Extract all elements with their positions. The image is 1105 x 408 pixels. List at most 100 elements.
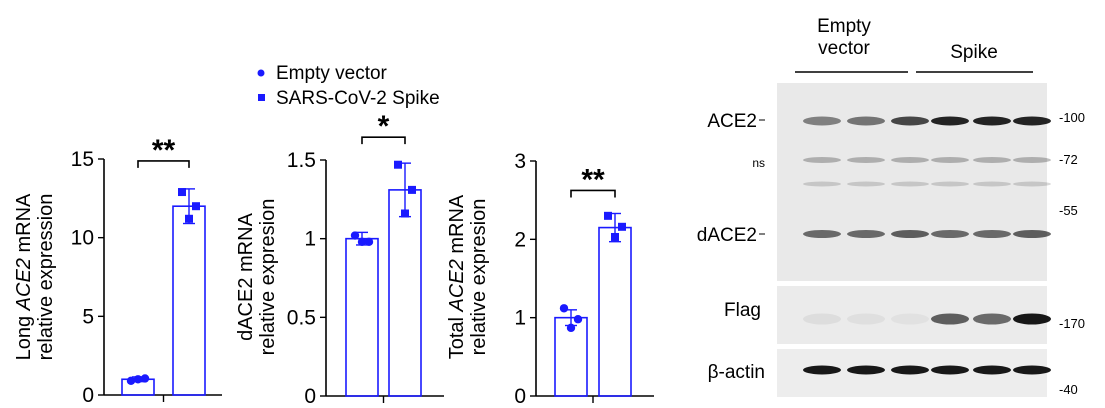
- data-point-square: [394, 160, 402, 169]
- band-ns: [931, 157, 969, 163]
- y-tick-label: 3: [514, 150, 526, 173]
- data-point-circle: [350, 231, 360, 240]
- band-ns: [1013, 157, 1051, 163]
- y-axis-label-part: Long: [13, 310, 35, 360]
- y-axis-label-line1: Total ACE2 mRNA: [446, 194, 468, 359]
- band-ace2: [973, 116, 1011, 126]
- band-label-ns: ns: [752, 156, 765, 170]
- band-actin: [973, 365, 1011, 375]
- significance-bracket: [137, 160, 190, 168]
- band-flag: [1013, 313, 1051, 325]
- data-point-square: [185, 214, 193, 223]
- y-axis-label-line2: relative expression: [35, 194, 57, 361]
- data-point-square: [408, 185, 416, 194]
- western-blot: Empty vector Spike ACE2 ns dACE2 Flag β-…: [697, 16, 1085, 397]
- y-axis-label-part: mRNA: [446, 194, 468, 259]
- data-point-circle: [133, 375, 143, 384]
- band-flag: [931, 313, 969, 325]
- y-axis-label-line2: relative expresion: [257, 199, 279, 356]
- significance-label: **: [152, 134, 176, 167]
- blot-group-label-empty-line1: Empty: [817, 16, 871, 37]
- blot-panel-ace2: [777, 83, 1047, 281]
- y-axis-label-part: Total: [446, 311, 468, 359]
- band-dace2: [931, 230, 969, 238]
- y-tick-label: 10: [71, 227, 94, 250]
- y-axis-label-italic: ACE2: [13, 258, 35, 311]
- band-ace2: [891, 116, 929, 126]
- band-actin: [803, 365, 841, 375]
- y-tick-label: 0.5: [287, 306, 316, 329]
- band-flag: [891, 313, 929, 325]
- band-ns: [803, 157, 841, 163]
- data-point-square: [192, 202, 200, 211]
- band-ns-lower: [803, 181, 841, 187]
- band-ns-lower: [847, 181, 885, 187]
- mw-marker-55: -55: [1059, 203, 1078, 218]
- band-ns-lower: [891, 181, 929, 187]
- data-point-circle: [559, 304, 569, 313]
- band-flag: [973, 313, 1011, 325]
- legend-label-spike: SARS-CoV-2 Spike: [276, 88, 440, 109]
- bar: [345, 237, 379, 397]
- band-ace2: [931, 116, 969, 126]
- band-dace2: [1013, 230, 1051, 238]
- data-point-square: [178, 188, 186, 197]
- mw-marker-40: -40: [1059, 382, 1078, 397]
- bar: [388, 189, 422, 397]
- y-tick-label: 2: [514, 228, 526, 251]
- legend-circle-marker: [257, 69, 265, 77]
- band-ns: [891, 157, 929, 163]
- legend-square-marker: [258, 94, 265, 101]
- significance-bracket: [570, 189, 616, 198]
- band-ns-lower: [973, 181, 1011, 187]
- mw-marker-72: -72: [1059, 152, 1078, 167]
- band-actin: [891, 365, 929, 375]
- bar: [172, 205, 206, 396]
- band-ace2: [847, 116, 885, 126]
- y-tick-label: 0: [514, 385, 526, 408]
- band-flag: [803, 313, 841, 325]
- band-ns: [973, 157, 1011, 163]
- y-tick-label: 1: [514, 307, 526, 330]
- y-tick-label: 0: [82, 384, 94, 407]
- y-axis-label-line2: relative expresion: [468, 199, 490, 356]
- data-point-circle: [126, 376, 136, 386]
- band-label-flag: Flag: [724, 300, 761, 321]
- band-ns-lower: [931, 181, 969, 187]
- band-ns: [847, 157, 885, 163]
- significance-bracket: [361, 136, 406, 145]
- chart-dace2: 0 0.5 1 1.5 * dACE2 mRNA relative expresion: [235, 110, 444, 408]
- band-actin: [931, 365, 969, 375]
- blot-group-label-empty-line2: vector: [818, 38, 870, 59]
- band-ace2: [1013, 116, 1051, 126]
- chart-total-ace2: 0 1 2 3 ** Total ACE2 mRNA relative expresion: [446, 150, 654, 408]
- y-axis-label-italic: ACE2: [446, 259, 468, 312]
- blot-group-label-spike: Spike: [950, 42, 998, 63]
- data-point-circle: [357, 237, 367, 247]
- y-tick-label: 0: [304, 385, 316, 408]
- data-point-square: [604, 211, 612, 220]
- band-actin: [1013, 365, 1051, 375]
- data-point-circle: [364, 237, 374, 247]
- y-tick-label: 15: [71, 148, 94, 171]
- band-dace2: [891, 230, 929, 238]
- chart-long-ace2: 0 5 10 15 ** Long ACE2 mRNA relative expressio…: [13, 134, 222, 407]
- data-point-circle: [566, 323, 576, 333]
- data-point-square: [401, 209, 409, 218]
- band-dace2: [847, 230, 885, 238]
- data-point-circle: [140, 374, 150, 383]
- band-label-actin: β-actin: [708, 362, 765, 383]
- band-label-ace2: ACE2: [707, 111, 757, 132]
- band-flag: [847, 313, 885, 325]
- mw-marker-170: -170: [1059, 316, 1085, 331]
- y-axis-label-line1: dACE2 mRNA: [235, 212, 257, 340]
- data-point-square: [618, 222, 626, 231]
- band-label-dace2: dACE2: [697, 225, 757, 246]
- data-point-square: [611, 232, 619, 241]
- significance-label: **: [581, 163, 605, 196]
- band-dace2: [803, 230, 841, 238]
- legend: Empty vector SARS-CoV-2 Spike: [257, 63, 440, 109]
- bar: [598, 226, 632, 397]
- band-actin: [847, 365, 885, 375]
